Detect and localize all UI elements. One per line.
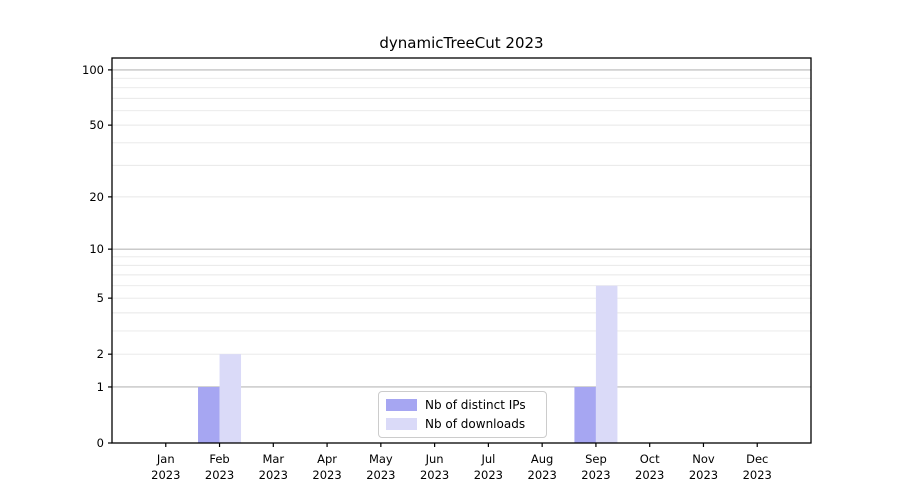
legend-swatch-distinct-ips — [386, 399, 417, 411]
x-tick-label-year: 2023 — [151, 468, 180, 482]
x-tick-label-month: Mar — [262, 452, 284, 466]
bar-feb-downloads — [219, 354, 242, 443]
x-tick-label-year: 2023 — [581, 468, 610, 482]
x-tick-label-month: Jul — [480, 452, 495, 466]
x-tick-label-month: Jan — [156, 452, 175, 466]
x-tick-label-month: Feb — [209, 452, 229, 466]
y-tick-label: 5 — [97, 291, 104, 305]
x-tick-label-month: Dec — [746, 452, 768, 466]
x-tick-label-month: Nov — [692, 452, 715, 466]
x-tick-label-year: 2023 — [528, 468, 557, 482]
y-tick-label: 10 — [89, 242, 104, 256]
y-tick-label: 100 — [82, 63, 104, 77]
y-tick-label: 2 — [97, 347, 104, 361]
x-tick-label-month: Aug — [531, 452, 553, 466]
x-tick-label-year: 2023 — [312, 468, 341, 482]
plot-border — [111, 57, 812, 444]
bar-feb-distinct-ips — [198, 386, 220, 443]
y-tick-label: 1 — [97, 380, 104, 394]
y-tick-label: 20 — [89, 190, 104, 204]
chart-title: dynamicTreeCut 2023 — [379, 34, 544, 52]
x-tick-label-year: 2023 — [259, 468, 288, 482]
legend-label-distinct-ips: Nb of distinct IPs — [425, 398, 526, 412]
x-tick-label-year: 2023 — [366, 468, 395, 482]
legend-label-downloads: Nb of downloads — [425, 417, 526, 431]
legend-swatch-downloads — [386, 418, 417, 430]
x-tick-label-year: 2023 — [474, 468, 503, 482]
x-tick-label-year: 2023 — [420, 468, 449, 482]
y-tick-label: 0 — [97, 436, 104, 450]
legend-entry-downloads: Nb of downloads — [386, 417, 546, 431]
bar-sep-distinct-ips — [574, 386, 596, 443]
x-tick-label-month: Oct — [640, 452, 660, 466]
x-tick-label-year: 2023 — [635, 468, 664, 482]
bar-sep-downloads — [595, 285, 618, 443]
legend-entry-distinct-ips: Nb of distinct IPs — [386, 398, 546, 412]
x-tick-label-month: Apr — [317, 452, 337, 466]
x-tick-label-month: Jun — [425, 452, 444, 466]
x-tick-label-year: 2023 — [743, 468, 772, 482]
x-tick-label-month: Sep — [585, 452, 607, 466]
x-tick-label-month: May — [369, 452, 393, 466]
legend: Nb of distinct IPs Nb of downloads — [378, 391, 547, 438]
x-tick-label-year: 2023 — [205, 468, 234, 482]
x-tick-label-year: 2023 — [689, 468, 718, 482]
y-tick-label: 50 — [89, 118, 104, 132]
